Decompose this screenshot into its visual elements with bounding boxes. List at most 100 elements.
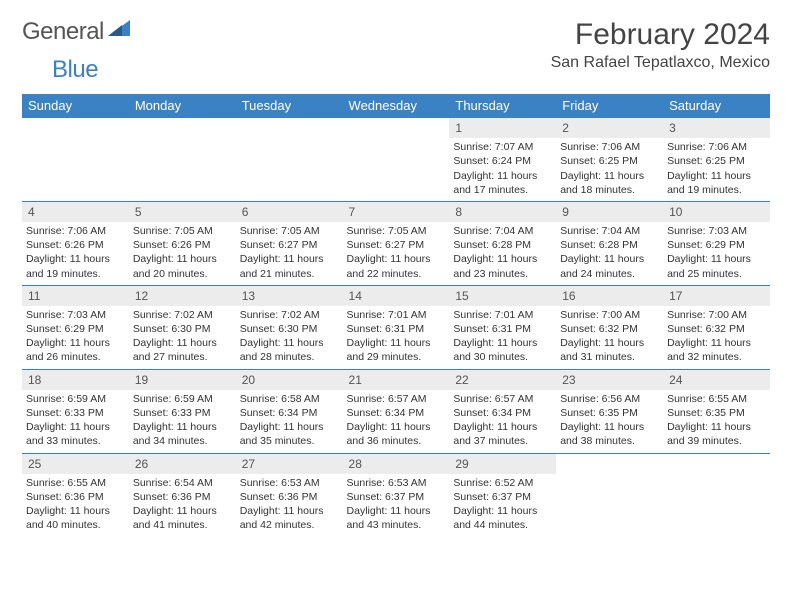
day-body: Sunrise: 6:55 AMSunset: 6:36 PMDaylight:… [22, 476, 129, 537]
day-body: Sunrise: 7:01 AMSunset: 6:31 PMDaylight:… [449, 308, 556, 369]
logo-text-1: General [22, 18, 104, 46]
calendar-cell: 27Sunrise: 6:53 AMSunset: 6:36 PMDayligh… [236, 453, 343, 536]
calendar-cell [556, 453, 663, 536]
calendar-cell: 15Sunrise: 7:01 AMSunset: 6:31 PMDayligh… [449, 285, 556, 369]
day-line: Daylight: 11 hours [26, 252, 125, 266]
day-number: 25 [22, 454, 129, 474]
day-line: Sunset: 6:31 PM [347, 322, 446, 336]
calendar-cell: 10Sunrise: 7:03 AMSunset: 6:29 PMDayligh… [663, 201, 770, 285]
day-line: Sunset: 6:33 PM [133, 406, 232, 420]
calendar-cell: 20Sunrise: 6:58 AMSunset: 6:34 PMDayligh… [236, 369, 343, 453]
day-line: Sunrise: 6:58 AM [240, 392, 339, 406]
day-number: 20 [236, 370, 343, 390]
day-line: and 27 minutes. [133, 350, 232, 364]
day-line: Sunrise: 6:55 AM [667, 392, 766, 406]
day-line: Sunrise: 7:06 AM [26, 224, 125, 238]
day-line: Daylight: 11 hours [240, 336, 339, 350]
calendar-cell: 12Sunrise: 7:02 AMSunset: 6:30 PMDayligh… [129, 285, 236, 369]
day-line: and 23 minutes. [453, 267, 552, 281]
day-line: Sunset: 6:36 PM [240, 490, 339, 504]
day-line: and 17 minutes. [453, 183, 552, 197]
day-number: 13 [236, 286, 343, 306]
day-line: and 33 minutes. [26, 434, 125, 448]
day-number: 26 [129, 454, 236, 474]
calendar-cell: 18Sunrise: 6:59 AMSunset: 6:33 PMDayligh… [22, 369, 129, 453]
calendar-cell: 8Sunrise: 7:04 AMSunset: 6:28 PMDaylight… [449, 201, 556, 285]
day-number: 24 [663, 370, 770, 390]
day-number: 23 [556, 370, 663, 390]
calendar-cell [663, 453, 770, 536]
calendar-week: 25Sunrise: 6:55 AMSunset: 6:36 PMDayligh… [22, 453, 770, 536]
day-line: and 29 minutes. [347, 350, 446, 364]
day-line: Daylight: 11 hours [560, 336, 659, 350]
weekday-header: Wednesday [343, 94, 450, 118]
day-line: Sunrise: 7:04 AM [453, 224, 552, 238]
day-line: and 36 minutes. [347, 434, 446, 448]
calendar-cell: 3Sunrise: 7:06 AMSunset: 6:25 PMDaylight… [663, 118, 770, 202]
day-line: Daylight: 11 hours [240, 504, 339, 518]
day-line: Sunset: 6:36 PM [26, 490, 125, 504]
day-line: Sunset: 6:35 PM [667, 406, 766, 420]
day-number: 27 [236, 454, 343, 474]
day-line: Daylight: 11 hours [667, 252, 766, 266]
day-body: Sunrise: 6:53 AMSunset: 6:37 PMDaylight:… [343, 476, 450, 537]
day-line: and 44 minutes. [453, 518, 552, 532]
day-number: 11 [22, 286, 129, 306]
day-line: Sunrise: 7:05 AM [133, 224, 232, 238]
calendar-cell: 26Sunrise: 6:54 AMSunset: 6:36 PMDayligh… [129, 453, 236, 536]
month-title: February 2024 [551, 18, 770, 52]
day-line: Sunrise: 7:03 AM [26, 308, 125, 322]
day-body: Sunrise: 7:06 AMSunset: 6:25 PMDaylight:… [663, 140, 770, 201]
day-line: Sunset: 6:32 PM [667, 322, 766, 336]
calendar-head: SundayMondayTuesdayWednesdayThursdayFrid… [22, 94, 770, 118]
day-line: and 34 minutes. [133, 434, 232, 448]
day-line: Sunrise: 7:04 AM [560, 224, 659, 238]
day-line: Sunset: 6:37 PM [453, 490, 552, 504]
day-line: Daylight: 11 hours [560, 252, 659, 266]
day-line: Sunset: 6:27 PM [347, 238, 446, 252]
day-number: 19 [129, 370, 236, 390]
day-line: Sunset: 6:34 PM [240, 406, 339, 420]
day-line: Sunset: 6:27 PM [240, 238, 339, 252]
day-line: Sunset: 6:32 PM [560, 322, 659, 336]
day-line: and 38 minutes. [560, 434, 659, 448]
day-line: Daylight: 11 hours [453, 504, 552, 518]
day-body: Sunrise: 7:06 AMSunset: 6:26 PMDaylight:… [22, 224, 129, 285]
day-line: Sunset: 6:29 PM [667, 238, 766, 252]
day-line: and 24 minutes. [560, 267, 659, 281]
weekday-header: Saturday [663, 94, 770, 118]
calendar-cell: 24 Sunrise: 6:55 AMSunset: 6:35 PMDayligh… [663, 369, 770, 453]
day-line: and 31 minutes. [560, 350, 659, 364]
day-line: and 39 minutes. [667, 434, 766, 448]
day-number: 12 [129, 286, 236, 306]
day-number: 29 [449, 454, 556, 474]
day-line: Sunset: 6:34 PM [347, 406, 446, 420]
day-line: Sunrise: 7:02 AM [240, 308, 339, 322]
day-body: Sunrise: 6:53 AMSunset: 6:36 PMDaylight:… [236, 476, 343, 537]
calendar-week: 11 Sunrise: 7:03 AMSunset: 6:29 PM Dayligh… [22, 285, 770, 369]
day-line: Daylight: 11 hours [453, 336, 552, 350]
weekday-header: Monday [129, 94, 236, 118]
calendar-cell: 22Sunrise: 6:57 AMSunset: 6:34 PMDayligh… [449, 369, 556, 453]
weekday-header: Friday [556, 94, 663, 118]
day-line: Sunset: 6:29 PM [26, 322, 125, 336]
day-line: and 18 minutes. [560, 183, 659, 197]
day-line: and 19 minutes. [26, 267, 125, 281]
day-body: Sunrise: 7:05 AMSunset: 6:26 PMDaylight:… [129, 224, 236, 285]
day-line: and 19 minutes. [667, 183, 766, 197]
calendar-cell: 2Sunrise: 7:06 AMSunset: 6:25 PMDaylight… [556, 118, 663, 202]
day-line: Daylight: 11 hours [453, 420, 552, 434]
calendar-cell: 1Sunrise: 7:07 AMSunset: 6:24 PMDaylight… [449, 118, 556, 202]
calendar-cell: 16Sunrise: 7:00 AMSunset: 6:32 PMDayligh… [556, 285, 663, 369]
day-line: Sunrise: 7:06 AM [667, 140, 766, 154]
day-line: and 21 minutes. [240, 267, 339, 281]
day-line: and 22 minutes. [347, 267, 446, 281]
day-number: 5 [129, 202, 236, 222]
calendar-cell: 25Sunrise: 6:55 AMSunset: 6:36 PMDayligh… [22, 453, 129, 536]
day-line: Sunset: 6:28 PM [560, 238, 659, 252]
day-line: Sunrise: 7:00 AM [560, 308, 659, 322]
day-number: 1 [449, 118, 556, 138]
day-line: Daylight: 11 hours [347, 420, 446, 434]
day-line: Daylight: 11 hours [667, 420, 766, 434]
calendar-cell: 11Sunrise: 7:03 AMSunset: 6:29 PMDayligh… [22, 285, 129, 369]
